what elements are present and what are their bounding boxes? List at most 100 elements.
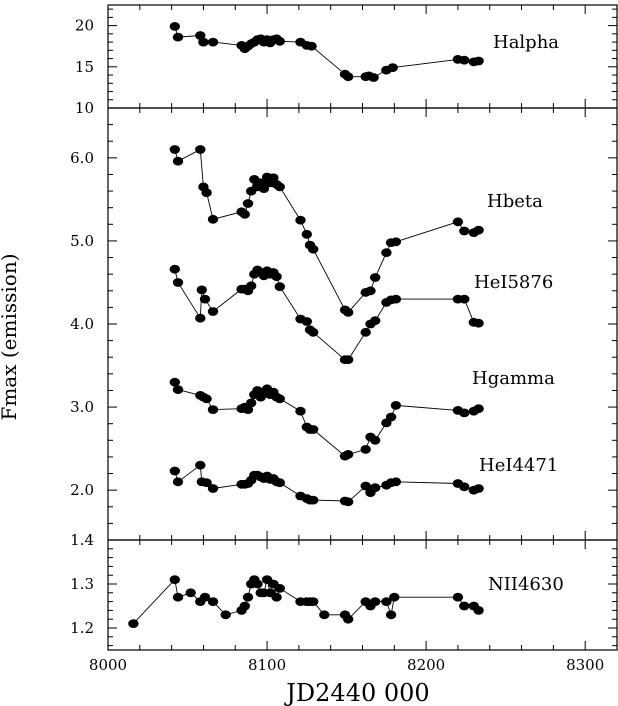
series-line	[174, 464, 479, 503]
panel-middle: 2.0 3.0 4.0 5.0 6.0 Hbeta HeI5876 Hgamma HeI4471	[70, 107, 618, 541]
data-point	[201, 394, 212, 404]
data-point	[271, 272, 282, 281]
data-point	[370, 435, 381, 445]
series-line	[174, 148, 479, 314]
data-point	[172, 592, 184, 602]
data-point	[473, 56, 484, 66]
data-point	[242, 199, 254, 208]
data-point	[207, 597, 219, 606]
series-line	[174, 26, 479, 78]
data-point	[473, 318, 484, 328]
data-point	[172, 477, 184, 487]
data-point	[128, 619, 139, 628]
data-point	[252, 579, 263, 589]
data-point	[195, 31, 206, 40]
data-point	[370, 483, 381, 493]
x-tick-labels: 8000 8100 8200 8300	[89, 656, 604, 674]
series-label: Halpha	[493, 32, 559, 53]
data-point	[343, 355, 354, 365]
data-point	[308, 327, 319, 337]
data-point	[368, 73, 379, 82]
series-line	[174, 382, 479, 457]
data-point	[246, 281, 257, 291]
data-point	[169, 466, 180, 476]
series-hei4471: HeI4471	[169, 455, 558, 507]
x-axis-title: JD2440 000	[283, 679, 429, 706]
y-axis-title: Fmax (emission)	[0, 253, 21, 420]
data-point	[169, 264, 180, 274]
data-point	[172, 385, 184, 394]
data-point	[195, 145, 206, 154]
x-tick-label: 8000	[89, 656, 127, 674]
data-point	[385, 412, 397, 422]
data-point	[185, 588, 196, 598]
data-point	[473, 225, 484, 235]
data-point	[360, 327, 371, 337]
data-point	[385, 610, 397, 620]
data-point	[301, 317, 312, 326]
data-point	[370, 597, 381, 606]
data-point	[343, 72, 354, 82]
y-tick-label: 1.3	[70, 575, 94, 593]
data-point	[196, 285, 207, 295]
data-point	[239, 601, 250, 611]
data-point	[459, 408, 470, 418]
data-point	[308, 244, 319, 254]
data-point	[207, 214, 219, 224]
x-tick-label: 8300	[566, 656, 604, 674]
data-point	[473, 484, 484, 493]
data-point	[390, 294, 402, 304]
data-point	[319, 610, 330, 620]
data-point	[274, 478, 285, 488]
data-point	[242, 592, 254, 602]
y-tick-label: 1.4	[70, 531, 94, 549]
data-point	[473, 404, 484, 414]
data-point	[370, 316, 381, 326]
data-point	[389, 592, 400, 602]
series-line	[174, 269, 479, 361]
data-point	[308, 495, 319, 505]
data-point	[199, 294, 211, 304]
data-point	[246, 398, 257, 408]
panel-frame	[107, 4, 618, 109]
data-point	[198, 37, 209, 47]
data-point	[242, 405, 254, 414]
data-point	[301, 229, 312, 239]
data-point	[459, 55, 470, 65]
y-tick-label: 10	[75, 99, 94, 117]
series-label: HeI4471	[479, 455, 558, 476]
data-point	[360, 481, 371, 491]
data-point	[274, 584, 285, 593]
y-tick-label: 3.0	[70, 398, 94, 416]
data-point	[390, 401, 402, 410]
data-point	[459, 294, 470, 304]
data-point	[239, 209, 250, 219]
y-tick-label: 15	[75, 58, 94, 76]
y-tick-label: 5.0	[70, 232, 94, 250]
data-point	[172, 32, 184, 42]
y-tick-label: 6.0	[70, 149, 94, 167]
series-label: HeI5876	[474, 272, 553, 293]
data-point	[220, 610, 231, 620]
panels-layer: 10 15 20 Halpha 2.0 3.0 4.0 5.0 6.0 Hbeta HeI5876 H…	[70, 4, 618, 651]
data-point	[360, 445, 371, 454]
data-point	[172, 156, 184, 166]
data-point	[169, 575, 180, 584]
data-point	[381, 597, 392, 606]
data-point	[343, 450, 354, 459]
series-label: Hgamma	[472, 368, 555, 389]
data-point	[169, 377, 180, 387]
data-point	[201, 188, 212, 198]
data-point	[207, 37, 219, 47]
data-point	[365, 286, 376, 296]
data-point	[268, 173, 279, 183]
series-label: NII4630	[488, 574, 564, 595]
data-point	[452, 217, 464, 227]
y-tick-label: 2.0	[70, 481, 94, 499]
data-point	[274, 182, 285, 192]
data-point	[459, 226, 470, 236]
y-tick-label: 4.0	[70, 315, 94, 333]
data-point	[274, 282, 285, 291]
data-point	[306, 41, 317, 51]
data-point	[343, 497, 354, 507]
